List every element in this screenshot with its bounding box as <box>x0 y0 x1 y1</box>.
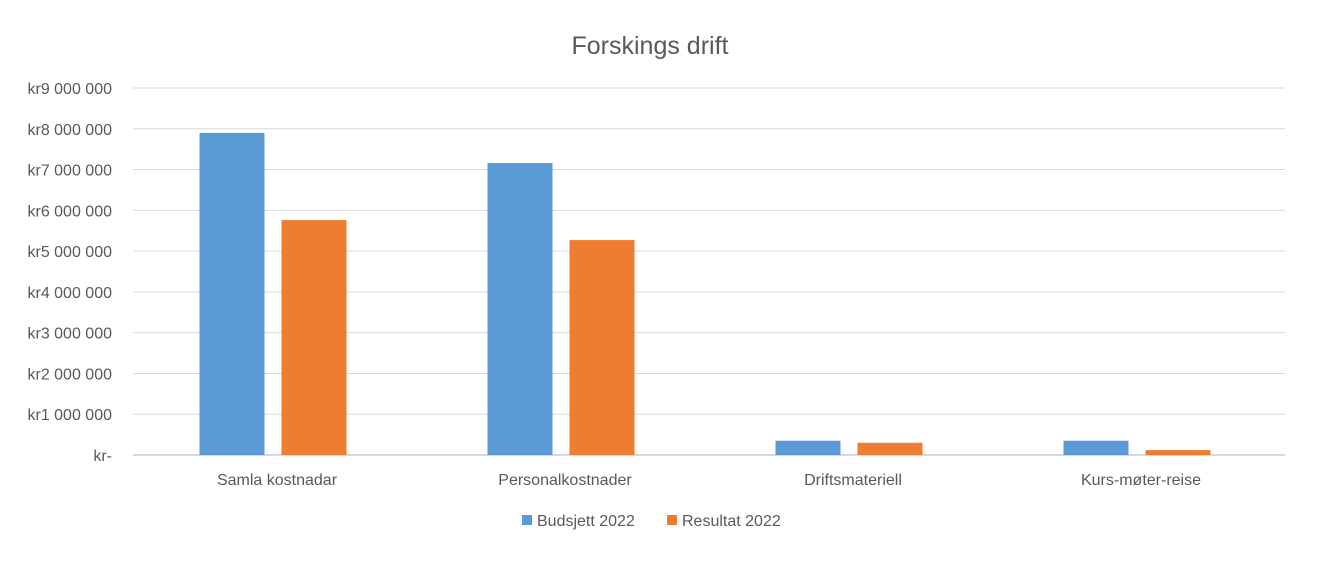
bar-budsjett-2022 <box>199 132 265 455</box>
y-tick-label: kr8 000 000 <box>27 122 112 139</box>
bar-resultat-2022 <box>569 240 635 455</box>
y-tick-label: kr- <box>93 448 112 465</box>
chart-title: Forskings drift <box>572 32 729 60</box>
legend-label: Budsjett 2022 <box>537 513 635 530</box>
bar-budsjett-2022 <box>487 163 553 455</box>
legend-swatch <box>667 515 677 525</box>
y-tick-label: kr2 000 000 <box>27 366 112 383</box>
x-tick-label: Personalkostnader <box>498 472 632 489</box>
bar-budsjett-2022 <box>775 440 841 455</box>
bar-resultat-2022 <box>857 442 923 455</box>
y-tick-label: kr4 000 000 <box>27 285 112 302</box>
y-tick-label: kr1 000 000 <box>27 407 112 424</box>
x-tick-label: Kurs-møter-reise <box>1081 472 1201 489</box>
y-tick-label: kr7 000 000 <box>27 163 112 180</box>
x-tick-label: Samla kostnadar <box>217 472 338 489</box>
x-tick-label: Driftsmateriell <box>804 472 902 489</box>
y-tick-label: kr9 000 000 <box>27 81 112 98</box>
legend-label: Resultat 2022 <box>682 513 781 530</box>
legend-swatch <box>522 515 532 525</box>
y-tick-label: kr6 000 000 <box>27 203 112 220</box>
y-tick-label: kr5 000 000 <box>27 244 112 261</box>
bar-resultat-2022 <box>281 220 347 455</box>
y-tick-label: kr3 000 000 <box>27 326 112 343</box>
bar-resultat-2022 <box>1145 450 1211 455</box>
bar-budsjett-2022 <box>1063 440 1129 455</box>
